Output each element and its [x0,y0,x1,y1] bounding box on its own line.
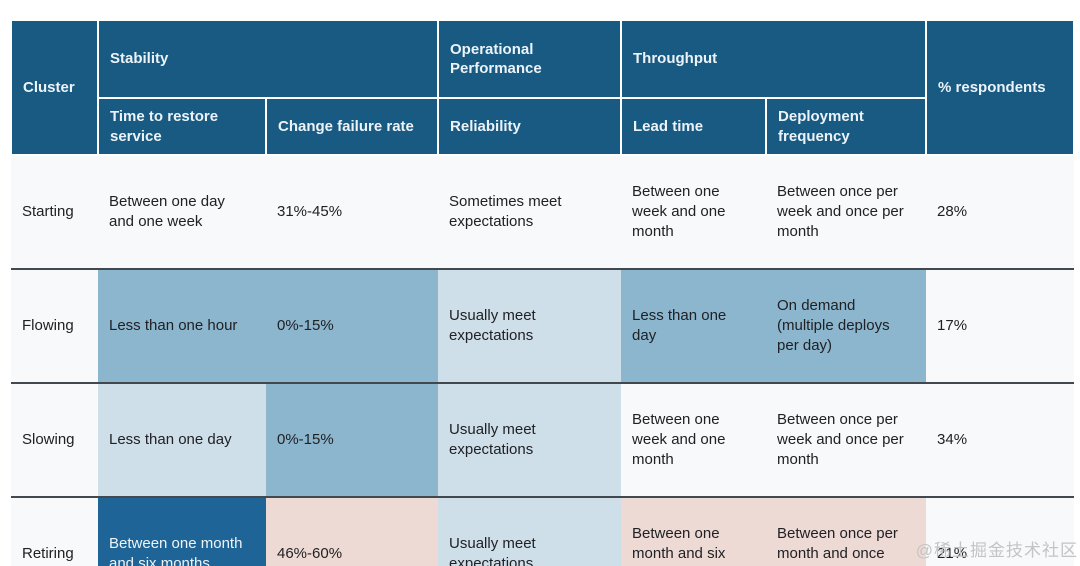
cell-reliability: Usually meet expectations [438,496,622,566]
cluster-cell: Retiring [11,496,98,566]
cell-change-failure-rate: 31%-45% [266,155,439,269]
cell-deployment-frequency: Between once per month and once every 6 … [766,496,927,566]
cell-deployment-frequency: On demand (multiple deploys per day) [766,268,927,383]
header-change-failure-rate: Change failure rate [264,97,440,156]
cluster-cell: Slowing [11,382,98,497]
cell-reliability: Usually meet expectations [438,382,622,497]
header-group-operational-performance: Operational Performance [437,19,623,99]
cell-lead-time: Less than one day [621,268,767,383]
cell-change-failure-rate: 0%-15% [266,268,439,383]
cell-change-failure-rate: 0%-15% [266,382,439,497]
header-time-to-restore-service: Time to restore service [97,97,267,156]
cell-reliability: Usually meet expectations [438,268,622,383]
header-group-row: Cluster Stability Operational Performanc… [10,19,1076,156]
header-respondents: % respondents [925,19,1076,156]
table-row: Starting Between one day and one week 31… [11,155,1075,269]
cell-respondents: 17% [926,268,1075,383]
header-cluster: Cluster [10,19,99,156]
header-deployment-frequency: Deployment frequency [765,97,928,156]
cluster-cell: Starting [11,155,98,269]
header-group-stability: Stability [96,19,440,99]
table-body: Starting Between one day and one week 31… [11,155,1075,566]
header-group-throughput: Throughput [620,19,928,99]
header-sub-row: Time to restore service Change failure r… [11,97,1074,156]
cell-lead-time: Between one week and one month [621,155,767,269]
cluster-performance-table: Cluster Stability Operational Performanc… [10,19,1076,566]
table-row: Flowing Less than one hour 0%-15% Usuall… [11,268,1075,383]
cell-lead-time: Between one week and one month [621,382,767,497]
cell-reliability: Sometimes meet expectations [438,155,622,269]
table-row: Retiring Between one month and six month… [11,496,1075,566]
cell-respondents: 28% [926,155,1075,269]
cell-time-to-restore: Less than one hour [98,268,266,383]
cell-time-to-restore: Between one day and one week [98,155,266,269]
cell-change-failure-rate: 46%-60% [266,496,439,566]
table-header: Cluster Stability Operational Performanc… [10,19,1076,156]
cell-deployment-frequency: Between once per week and once per month [766,155,927,269]
cell-respondents: 21% [926,496,1075,566]
cluster-cell: Flowing [11,268,98,383]
cell-lead-time: Between one month and six months [621,496,767,566]
watermark: @稀土掘金技术社区 [915,541,1078,560]
table-row: Slowing Less than one day 0%-15% Usually… [11,382,1075,497]
header-lead-time: Lead time [620,97,768,156]
header-reliability: Reliability [437,97,623,156]
data-table: Cluster Stability Operational Performanc… [10,19,1076,566]
cell-deployment-frequency: Between once per week and once per month [766,382,927,497]
cell-time-to-restore: Less than one day [98,382,266,497]
cell-respondents: 34% [926,382,1075,497]
cell-time-to-restore: Between one month and six months [98,496,266,566]
